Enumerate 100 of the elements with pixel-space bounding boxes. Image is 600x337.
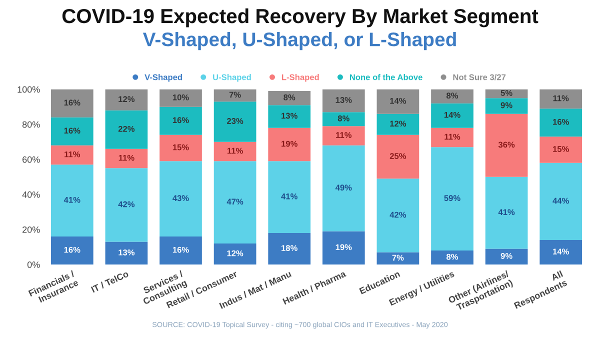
chart-title: COVID-19 Expected Recovery By Market Segment bbox=[62, 8, 538, 28]
data-label: 7% bbox=[392, 254, 404, 261]
bar bbox=[485, 176, 528, 249]
data-label: 13% bbox=[118, 249, 135, 256]
bar bbox=[540, 162, 582, 240]
legend-label: Not Sure 3/27 bbox=[453, 74, 506, 80]
y-tick-label: 60% bbox=[22, 156, 40, 163]
bar bbox=[431, 89, 474, 104]
bar bbox=[160, 134, 202, 162]
bar bbox=[485, 248, 528, 265]
data-label: 49% bbox=[335, 184, 352, 191]
bar bbox=[105, 148, 148, 168]
data-label: 15% bbox=[553, 146, 569, 152]
y-tick-label: 40% bbox=[22, 191, 40, 198]
bar bbox=[322, 231, 365, 265]
data-label: 47% bbox=[226, 198, 244, 205]
data-label: 16% bbox=[64, 128, 80, 134]
bar bbox=[50, 145, 94, 165]
bar bbox=[376, 89, 420, 114]
data-label: 16% bbox=[553, 118, 569, 125]
bar bbox=[268, 105, 311, 128]
bar bbox=[322, 89, 365, 112]
data-label: 12% bbox=[227, 250, 244, 256]
bar bbox=[214, 142, 256, 162]
data-label: 59% bbox=[444, 195, 460, 202]
bar bbox=[160, 236, 202, 265]
bar bbox=[160, 89, 202, 107]
data-label: 13% bbox=[336, 97, 352, 103]
bar bbox=[485, 114, 528, 177]
bar bbox=[431, 103, 474, 128]
bar bbox=[376, 134, 420, 179]
data-label: 11% bbox=[553, 95, 569, 102]
data-label: 16% bbox=[64, 100, 80, 106]
y-tick-label: 100% bbox=[18, 86, 40, 93]
data-label: 11% bbox=[227, 148, 243, 154]
data-label: 22% bbox=[118, 126, 135, 132]
bar bbox=[160, 161, 202, 237]
bar bbox=[214, 102, 256, 142]
data-label: 11% bbox=[64, 151, 80, 158]
bar bbox=[160, 106, 202, 135]
bar bbox=[376, 178, 420, 252]
data-label: 41% bbox=[498, 209, 515, 216]
bar bbox=[540, 136, 582, 163]
data-label: 9% bbox=[500, 102, 512, 108]
bar bbox=[431, 250, 474, 265]
data-label: 8% bbox=[446, 92, 458, 99]
bar bbox=[50, 236, 94, 265]
data-label: 16% bbox=[172, 246, 189, 253]
bar bbox=[214, 161, 256, 244]
bar bbox=[105, 110, 148, 149]
data-label: 8% bbox=[338, 115, 350, 122]
bar bbox=[485, 98, 528, 114]
legend-label: None of the Above bbox=[350, 74, 422, 80]
bar bbox=[322, 145, 365, 232]
data-label: 11% bbox=[444, 134, 460, 140]
bar bbox=[105, 168, 148, 242]
y-tick-label: 20% bbox=[22, 226, 40, 233]
data-label: 5% bbox=[500, 90, 512, 96]
bar bbox=[540, 240, 582, 265]
data-label: 42% bbox=[118, 201, 135, 208]
data-label: 44% bbox=[552, 198, 569, 204]
data-label: 8% bbox=[284, 94, 296, 100]
data-label: 14% bbox=[390, 98, 406, 104]
data-label: 25% bbox=[390, 153, 406, 160]
data-label: 11% bbox=[118, 154, 134, 161]
data-label: 12% bbox=[390, 120, 406, 127]
data-label: 14% bbox=[444, 112, 460, 118]
legend-label: L-Shaped bbox=[282, 74, 319, 82]
y-tick-label: 0% bbox=[27, 262, 40, 268]
data-label: 36% bbox=[498, 142, 515, 148]
bar bbox=[322, 126, 365, 146]
data-label: 15% bbox=[172, 144, 189, 150]
data-label: 19% bbox=[336, 244, 352, 250]
data-label: 8% bbox=[446, 254, 458, 260]
data-label: 23% bbox=[227, 118, 244, 124]
bar bbox=[214, 89, 256, 102]
bar bbox=[540, 108, 582, 137]
data-label: 11% bbox=[336, 132, 352, 138]
bar bbox=[322, 112, 365, 126]
bar bbox=[214, 244, 256, 265]
bar bbox=[540, 89, 582, 109]
chart-subtitle: V-Shaped, U-Shaped, or L-Shaped bbox=[142, 32, 456, 50]
data-label: 19% bbox=[282, 140, 298, 147]
bar bbox=[105, 89, 148, 110]
legend-label: U-Shaped bbox=[213, 74, 251, 82]
bar bbox=[50, 117, 94, 146]
bar bbox=[376, 252, 420, 265]
bar bbox=[268, 91, 311, 106]
bar bbox=[105, 242, 148, 265]
bar bbox=[376, 114, 420, 135]
data-label: 16% bbox=[172, 117, 189, 124]
data-label: 10% bbox=[172, 94, 189, 100]
bar bbox=[50, 89, 94, 118]
legend-label: V-Shaped bbox=[144, 74, 182, 82]
x-tick-label: IT / TelCo bbox=[90, 270, 129, 293]
data-label: 9% bbox=[500, 252, 512, 259]
data-label: 7% bbox=[229, 92, 241, 98]
data-label: 43% bbox=[172, 195, 189, 202]
data-label: 41% bbox=[281, 193, 298, 200]
data-label: 16% bbox=[64, 246, 80, 253]
